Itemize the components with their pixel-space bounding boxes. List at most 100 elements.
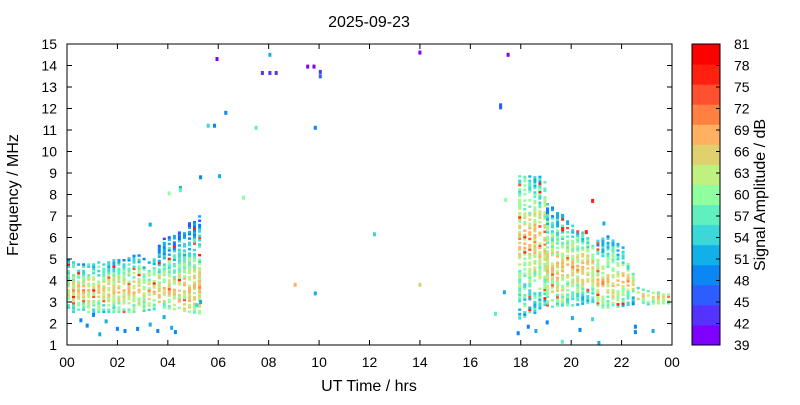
signal-cell bbox=[172, 280, 176, 283]
signal-cell bbox=[177, 283, 181, 286]
signal-cell bbox=[561, 274, 565, 277]
signal-cell bbox=[556, 296, 559, 299]
signal-cell bbox=[518, 188, 522, 191]
signal-point bbox=[306, 64, 310, 69]
signal-cell bbox=[606, 256, 610, 260]
signal-cell bbox=[157, 274, 161, 278]
signal-cell bbox=[561, 261, 565, 264]
signal-cell bbox=[117, 274, 121, 277]
signal-cell bbox=[167, 242, 171, 246]
signal-cell bbox=[518, 263, 522, 266]
signal-cell bbox=[581, 298, 585, 301]
signal-cell bbox=[538, 188, 542, 192]
signal-cell bbox=[77, 263, 81, 266]
signal-cell bbox=[172, 288, 176, 292]
signal-cell bbox=[518, 233, 522, 236]
signal-cell bbox=[596, 263, 600, 266]
signal-cell bbox=[102, 293, 106, 296]
signal-cell bbox=[556, 298, 559, 301]
signal-cell bbox=[591, 298, 595, 302]
signal-cell bbox=[561, 293, 565, 296]
signal-cell bbox=[576, 268, 580, 272]
signal-cell bbox=[528, 267, 532, 271]
signal-cell bbox=[538, 300, 542, 303]
signal-cell bbox=[518, 192, 522, 195]
signal-cell bbox=[188, 310, 191, 313]
signal-cell bbox=[576, 245, 580, 248]
signal-cell bbox=[561, 297, 565, 301]
signal-cell bbox=[72, 297, 75, 301]
signal-cell bbox=[157, 285, 161, 288]
signal-cell bbox=[596, 244, 600, 247]
signal-cell bbox=[543, 230, 547, 233]
signal-cell bbox=[117, 269, 121, 273]
signal-cell bbox=[656, 291, 660, 294]
signal-cell bbox=[198, 294, 202, 298]
signal-cell bbox=[157, 251, 161, 254]
signal-cell bbox=[72, 278, 75, 281]
signal-cell bbox=[167, 292, 171, 295]
signal-point bbox=[318, 69, 322, 74]
signal-cell bbox=[198, 226, 202, 229]
signal-cell bbox=[538, 242, 542, 245]
signal-cell bbox=[546, 286, 549, 290]
signal-cell bbox=[167, 274, 171, 278]
signal-cell bbox=[556, 272, 559, 275]
signal-cell bbox=[147, 280, 151, 284]
signal-cell bbox=[576, 258, 580, 261]
colorbar-tick-label: 57 bbox=[734, 208, 750, 224]
signal-cell bbox=[198, 281, 202, 285]
signal-cell bbox=[77, 271, 81, 275]
signal-cell bbox=[193, 242, 196, 245]
signal-cell bbox=[162, 248, 166, 251]
signal-cell bbox=[538, 294, 542, 297]
signal-cell bbox=[528, 263, 532, 266]
signal-cell bbox=[621, 287, 625, 290]
signal-cell bbox=[546, 289, 549, 292]
signal-cell bbox=[127, 291, 131, 294]
signal-cell bbox=[576, 232, 580, 235]
chart-title: 2025-09-23 bbox=[328, 14, 410, 31]
signal-cell bbox=[102, 267, 106, 271]
signal-cell bbox=[188, 278, 191, 281]
signal-cell bbox=[518, 274, 522, 277]
signal-cell bbox=[581, 261, 585, 265]
signal-cell bbox=[112, 306, 116, 309]
signal-cell bbox=[87, 293, 91, 296]
signal-cell bbox=[571, 271, 575, 275]
signal-cell bbox=[561, 299, 565, 303]
signal-cell bbox=[611, 256, 615, 260]
signal-cell bbox=[67, 265, 70, 268]
signal-cell bbox=[528, 269, 532, 273]
signal-cell bbox=[606, 246, 610, 249]
signal-cell bbox=[551, 273, 554, 276]
signal-cell bbox=[596, 293, 600, 296]
colorbar-label: Signal Amplitude / dB bbox=[752, 119, 769, 271]
signal-cell bbox=[162, 269, 166, 273]
signal-cell bbox=[561, 216, 565, 219]
signal-cell bbox=[533, 240, 537, 244]
signal-cell bbox=[183, 275, 186, 278]
signal-cell bbox=[551, 221, 554, 225]
signal-cell bbox=[523, 248, 527, 252]
signal-cell bbox=[533, 300, 537, 304]
signal-point bbox=[560, 339, 564, 344]
signal-cell bbox=[566, 239, 570, 243]
signal-cell bbox=[626, 277, 630, 281]
signal-cell bbox=[112, 302, 116, 305]
signal-cell bbox=[177, 233, 181, 236]
signal-cell bbox=[142, 268, 146, 272]
signal-cell bbox=[177, 261, 181, 264]
signal-cell bbox=[518, 203, 522, 206]
signal-cell bbox=[167, 272, 171, 276]
signal-cell bbox=[626, 275, 630, 279]
signal-cell bbox=[538, 274, 542, 278]
signal-cell bbox=[596, 250, 600, 253]
signal-cell bbox=[162, 306, 166, 309]
signal-cell bbox=[543, 267, 547, 270]
signal-cell bbox=[523, 296, 527, 299]
signal-cell bbox=[102, 310, 106, 314]
signal-cell bbox=[97, 265, 101, 268]
signal-point bbox=[312, 64, 316, 69]
signal-cell bbox=[596, 239, 600, 243]
